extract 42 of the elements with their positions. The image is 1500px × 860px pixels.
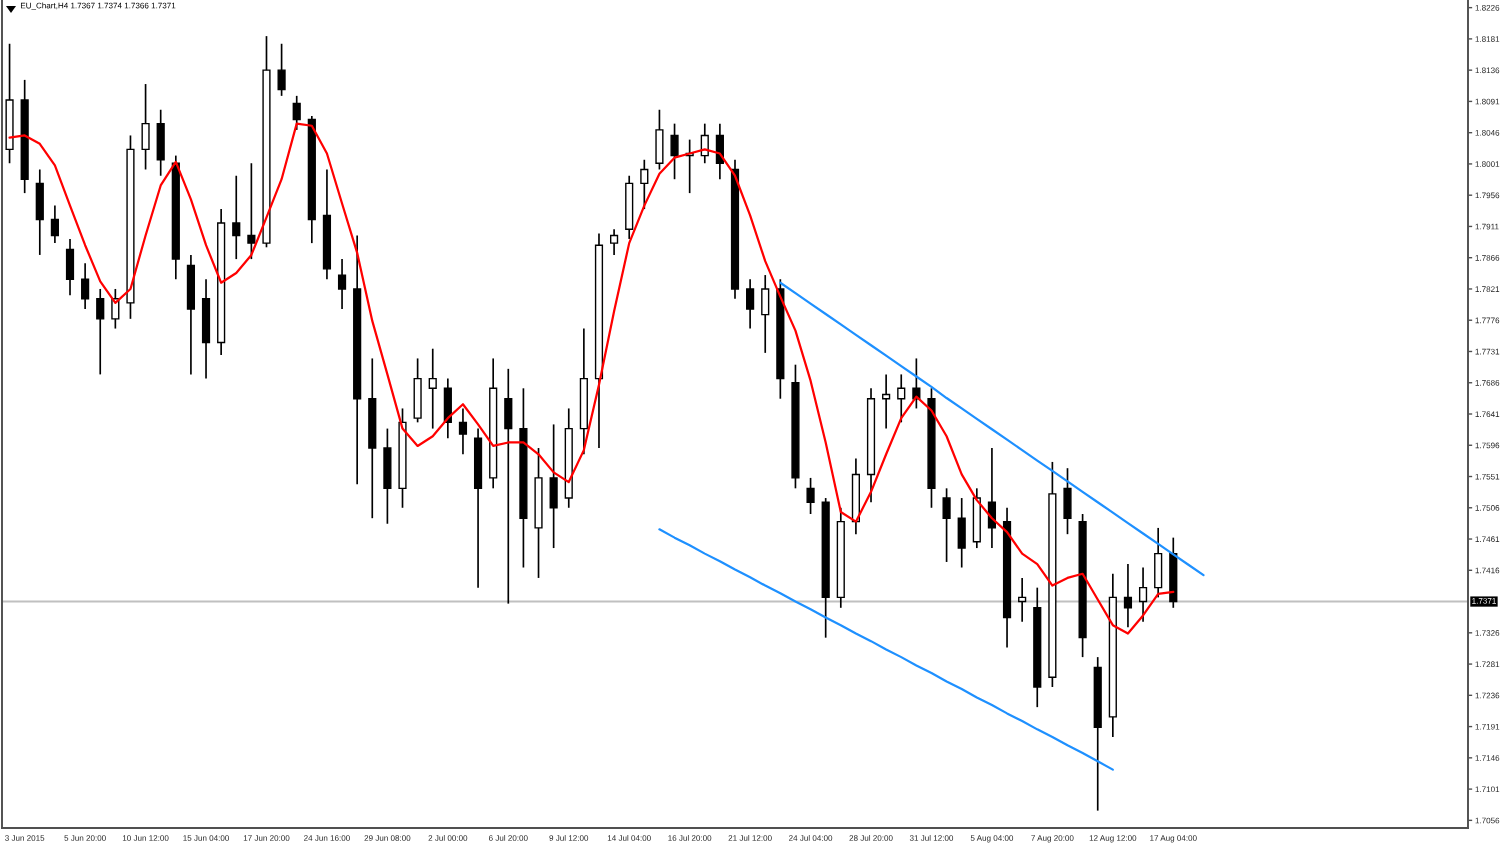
candlestick bbox=[670, 122, 679, 181]
candlestick bbox=[746, 278, 755, 330]
candlestick bbox=[1063, 467, 1072, 536]
candlestick bbox=[81, 262, 90, 310]
candlestick bbox=[957, 497, 966, 569]
candlestick bbox=[851, 457, 861, 536]
candlestick bbox=[413, 357, 422, 424]
candlestick bbox=[942, 487, 951, 563]
candlestick bbox=[882, 373, 891, 430]
line-series bbox=[658, 528, 1114, 771]
candlestick bbox=[625, 174, 634, 240]
candlestick bbox=[458, 407, 468, 456]
candlestick bbox=[292, 95, 301, 131]
candlestick bbox=[277, 42, 286, 97]
candlestick bbox=[232, 174, 241, 260]
candlestick bbox=[655, 108, 664, 171]
candlestick bbox=[428, 347, 437, 430]
candlestick bbox=[1138, 566, 1148, 623]
candlestick bbox=[35, 168, 44, 256]
candlestick bbox=[65, 238, 75, 297]
candlestick bbox=[1018, 577, 1027, 623]
candlestick bbox=[972, 487, 981, 549]
candlestick bbox=[897, 373, 906, 424]
candlestick bbox=[50, 204, 59, 244]
candlestick bbox=[383, 427, 392, 525]
candlestick bbox=[247, 162, 256, 260]
candlestick bbox=[1123, 563, 1133, 629]
candlestick bbox=[156, 108, 165, 177]
candlestick bbox=[96, 288, 105, 376]
candlestick bbox=[201, 278, 211, 380]
candlestick bbox=[504, 368, 513, 605]
candlestick bbox=[549, 423, 558, 549]
candlestick bbox=[806, 477, 815, 515]
candlestick bbox=[337, 258, 347, 310]
candlestick bbox=[609, 228, 619, 256]
line-series bbox=[779, 281, 1205, 577]
candlestick bbox=[186, 254, 196, 376]
candlestick bbox=[640, 158, 649, 210]
candlestick bbox=[141, 83, 150, 171]
candlestick bbox=[1154, 527, 1163, 599]
candlestick bbox=[761, 274, 770, 354]
candlestick bbox=[1169, 536, 1178, 609]
